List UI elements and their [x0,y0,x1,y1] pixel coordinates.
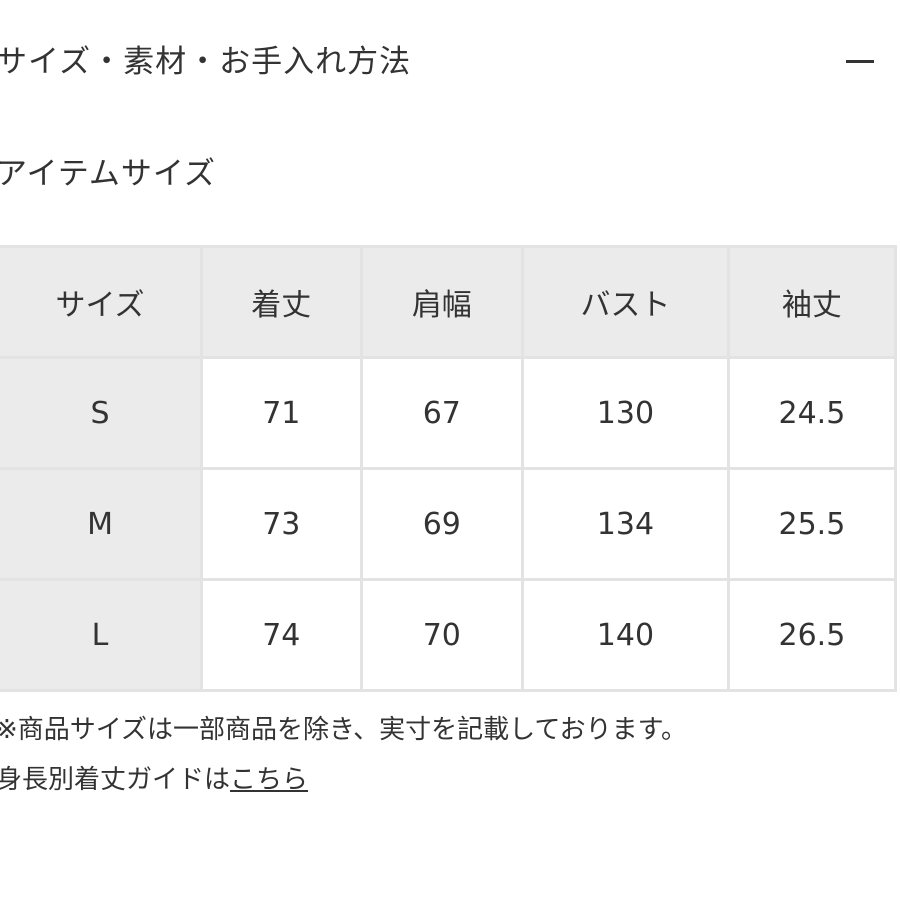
table-cell: 67 [359,356,525,470]
collapse-minus-icon[interactable] [846,60,874,63]
table-row: M 73 69 134 25.5 [0,467,898,581]
table-cell: 70 [359,578,525,692]
header-cell: サイズ [0,245,204,359]
table-header-row: サイズ 着丈 肩幅 バスト 袖丈 [0,245,898,359]
size-cell: L [0,578,204,692]
guide-text: 身長別着丈ガイドは [0,765,231,795]
table-row: S 71 67 130 24.5 [0,356,898,470]
guide-link[interactable]: こちら [230,765,309,795]
guide-line: 身長別着丈ガイドはこちら [0,762,308,798]
header-cell: 着丈 [200,245,363,359]
accordion-title[interactable]: サイズ・素材・お手入れ方法 [0,44,412,80]
header-cell: 袖丈 [726,245,898,359]
size-cell: M [0,467,204,581]
size-table: サイズ 着丈 肩幅 バスト 袖丈 S 71 67 130 24.5 M 73 6… [0,245,898,692]
table-cell: 26.5 [726,578,898,692]
table-cell: 25.5 [726,467,898,581]
section-title: アイテムサイズ [0,156,216,192]
table-cell: 74 [200,578,363,692]
size-note: ※商品サイズは一部商品を除き、実寸を記載しております。 [0,715,688,745]
header-cell: 肩幅 [359,245,525,359]
table-cell: 140 [521,578,730,692]
header-cell: バスト [521,245,730,359]
table-cell: 130 [521,356,730,470]
table-cell: 24.5 [726,356,898,470]
size-cell: S [0,356,204,470]
table-cell: 73 [200,467,363,581]
table-row: L 74 70 140 26.5 [0,578,898,692]
table-cell: 69 [359,467,525,581]
table-cell: 134 [521,467,730,581]
table-cell: 71 [200,356,363,470]
